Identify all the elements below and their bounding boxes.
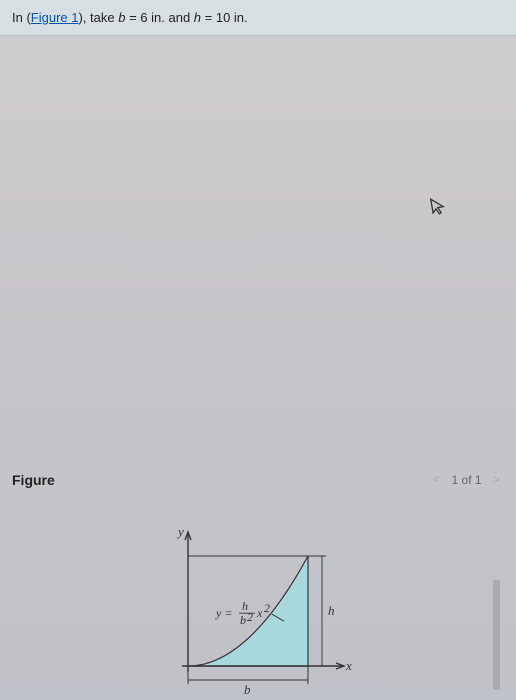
svg-text:y =: y =: [215, 606, 232, 620]
svg-text:b: b: [244, 682, 251, 696]
svg-text:h: h: [328, 603, 335, 618]
next-figure-button[interactable]: >: [490, 474, 504, 486]
parabola-diagram: yxbhy =hb2x2: [128, 506, 388, 696]
prompt-suffix: ), take: [79, 10, 119, 25]
figure-header: Figure < 1 of 1 >: [12, 472, 504, 488]
eq2: = 10 in.: [201, 10, 248, 25]
vertical-scrollbar[interactable]: [493, 580, 500, 690]
cursor-icon: [428, 195, 447, 217]
svg-text:2: 2: [264, 601, 270, 615]
content-area: Figure < 1 of 1 > yxbhy =hb2x2: [0, 36, 516, 700]
svg-text:b: b: [240, 613, 246, 627]
figure-nav: < 1 of 1 >: [429, 473, 504, 487]
problem-prompt: In (Figure 1), take b = 6 in. and h = 10…: [0, 0, 516, 36]
diagram-container: yxbhy =hb2x2: [12, 506, 504, 700]
var-h: h: [194, 10, 201, 25]
eq1: = 6 in. and: [125, 10, 193, 25]
prompt-prefix: In (: [12, 10, 31, 25]
figure-title: Figure: [12, 472, 55, 488]
figure-counter: 1 of 1: [452, 473, 482, 487]
svg-text:x: x: [345, 658, 352, 673]
svg-text:2: 2: [247, 610, 253, 624]
prev-figure-button[interactable]: <: [429, 474, 443, 486]
figure-section: Figure < 1 of 1 > yxbhy =hb2x2: [0, 458, 516, 700]
svg-text:y: y: [176, 524, 184, 539]
figure-link[interactable]: Figure 1: [31, 10, 79, 25]
svg-text:x: x: [256, 606, 263, 620]
